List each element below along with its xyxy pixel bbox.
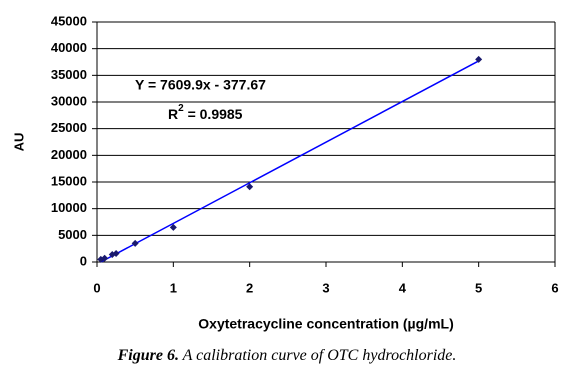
r-squared: R2 = 0.9985: [168, 103, 243, 122]
x-tick-label: 1: [170, 280, 177, 295]
y-axis-label: AU: [11, 133, 26, 152]
caption: Figure 6. A calibration curve of OTC hyd…: [117, 347, 457, 364]
y-tick-label: 10000: [51, 200, 87, 215]
y-tick-label: 0: [80, 253, 87, 268]
x-tick-label: 6: [551, 280, 558, 295]
r-sup: 2: [178, 103, 184, 114]
r-rest: = 0.9985: [184, 106, 243, 122]
equation: Y = 7609.9x - 377.67: [135, 77, 266, 93]
y-tick-label: 5000: [58, 227, 87, 242]
r-text: R: [168, 106, 178, 122]
y-tick-label: 30000: [51, 93, 87, 108]
point: [169, 223, 177, 231]
y-tick-label: 40000: [51, 40, 87, 55]
trendline: [100, 60, 480, 263]
y-tick-label: 15000: [51, 173, 87, 188]
y-tick-label: 35000: [51, 67, 87, 82]
y-tick-label: 20000: [51, 147, 87, 162]
point: [131, 239, 139, 247]
x-tick-label: 4: [399, 280, 407, 295]
x-tick-label: 2: [246, 280, 253, 295]
y-tick-label: 25000: [51, 120, 87, 135]
caption-label: Figure 6.: [117, 347, 179, 364]
point: [101, 254, 109, 262]
x-tick-label: 0: [93, 280, 100, 295]
point: [246, 183, 254, 191]
y-tick-label: 45000: [51, 13, 87, 28]
x-tick-label: 3: [322, 280, 329, 295]
x-axis-label: Oxytetracycline concentration (µg/mL): [198, 316, 453, 332]
caption-text: A calibration curve of OTC hydrochloride…: [179, 347, 456, 364]
point: [475, 55, 483, 63]
point: [112, 249, 120, 257]
x-tick-label: 5: [475, 280, 482, 295]
